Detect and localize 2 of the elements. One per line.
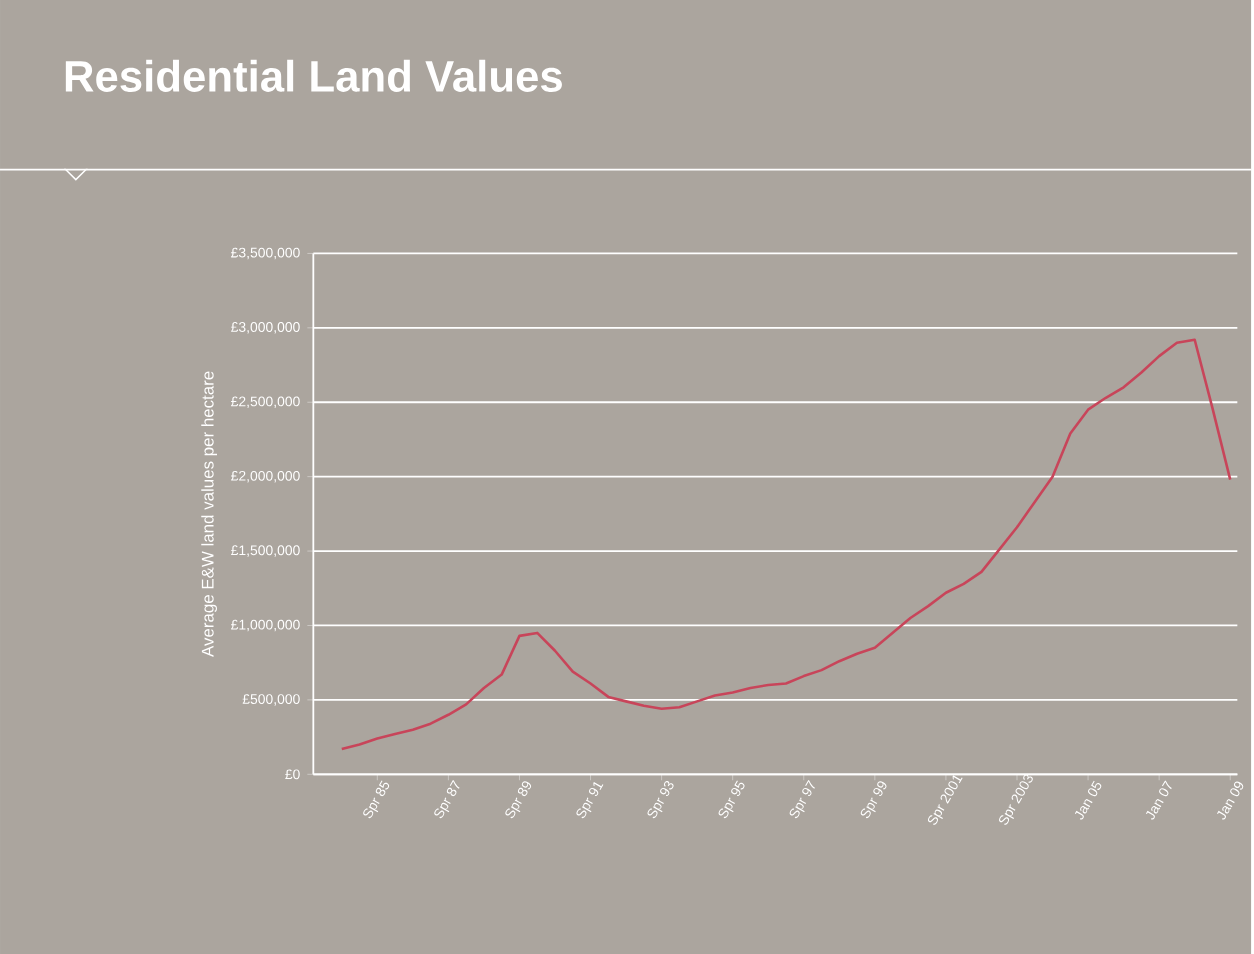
chart-title: Residential Land Values bbox=[65, 59, 562, 92]
y-axis-title: Average E&W land values per hectare bbox=[201, 371, 217, 657]
